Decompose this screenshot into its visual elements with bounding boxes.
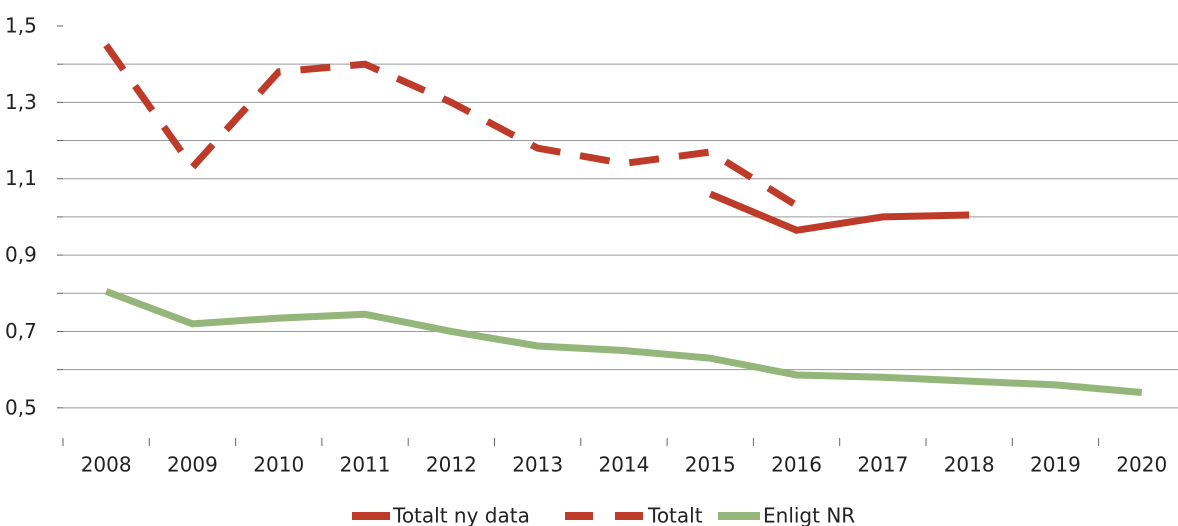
y-tick-label: 0,7 [5, 319, 37, 343]
line-series [104, 288, 1143, 397]
x-tick-label: 2010 [253, 453, 304, 477]
legend-label: Totalt [647, 504, 703, 526]
x-tick-label: 2019 [1030, 453, 1081, 477]
x-tick-label: 2020 [1116, 453, 1167, 477]
x-tick-label: 2011 [340, 453, 391, 477]
legend-label: Totalt ny data [392, 504, 530, 526]
legend-label: Enligt NR [763, 504, 855, 526]
y-tick-label: 1,5 [5, 14, 37, 38]
x-tick-label: 2012 [426, 453, 477, 477]
x-tick-label: 2016 [771, 453, 822, 477]
line-series [708, 190, 970, 234]
y-tick-label: 1,3 [5, 90, 37, 114]
x-tick-label: 2018 [944, 453, 995, 477]
y-tick-label: 0,9 [5, 243, 37, 267]
x-tick-label: 2015 [685, 453, 736, 477]
x-tick-label: 2008 [81, 453, 132, 477]
line-series [103, 43, 799, 209]
x-tick-label: 2014 [598, 453, 649, 477]
x-tick-label: 2009 [167, 453, 218, 477]
x-tick-label: 2013 [512, 453, 563, 477]
y-tick-label: 0,5 [5, 395, 37, 419]
y-tick-label: 1,1 [5, 166, 37, 190]
x-tick-label: 2017 [857, 453, 908, 477]
